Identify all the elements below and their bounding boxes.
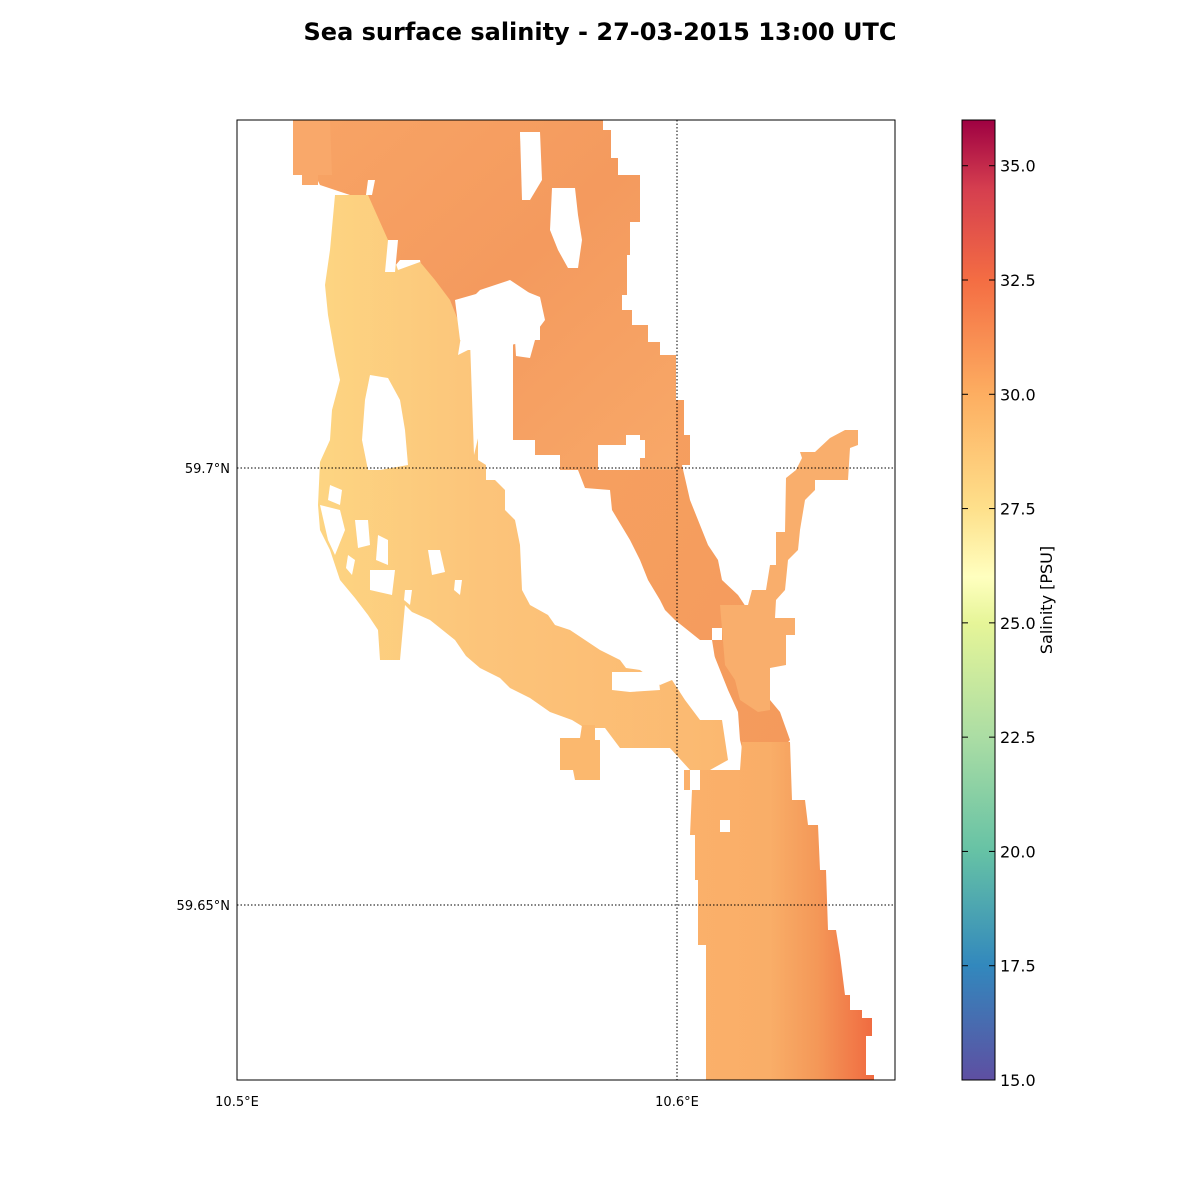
colorbar-tick-label: 25.0 (1000, 614, 1036, 633)
map-title: Sea surface salinity - 27-03-2015 13:00 … (303, 18, 897, 46)
southern-channel-water (684, 742, 874, 1080)
lat-label-59-65: 59.65°N (177, 899, 230, 914)
colorbar-tick-label: 32.5 (1000, 271, 1036, 290)
colorbar-tick-label: 17.5 (1000, 957, 1036, 976)
eastern-inlet-water (720, 430, 858, 712)
colorbar-tick-label: 27.5 (1000, 500, 1036, 519)
western-arm-water (318, 195, 728, 770)
southwest-stub-water (560, 725, 600, 780)
lon-label-10-5: 10.5°E (215, 1095, 259, 1110)
colorbar-tick-label: 22.5 (1000, 728, 1036, 747)
lat-label-59-7: 59.7°N (185, 462, 230, 477)
lon-label-10-6: 10.6°E (655, 1095, 699, 1110)
colorbar-tick-label: 15.0 (1000, 1071, 1036, 1090)
colorbar-label: Salinity [PSU] (1037, 546, 1056, 654)
northern-basin-water (293, 120, 676, 470)
north-lobe-water (293, 120, 332, 185)
land-islands (320, 132, 730, 832)
colorbar: 15.0 17.5 20.0 22.5 25.0 27.5 30.0 32.5 35.0 Sal… (961, 119, 1056, 1090)
salinity-field (293, 120, 874, 1080)
colorbar-tick-label: 20.0 (1000, 842, 1036, 861)
colorbar-tick-label: 35.0 (1000, 157, 1036, 176)
colorbar-tick-label: 30.0 (1000, 385, 1036, 404)
map-frame (236, 119, 896, 1081)
gridlines (237, 120, 895, 1080)
colorbar-gradient (961, 119, 996, 1081)
colorbar-ticks: 15.0 17.5 20.0 22.5 25.0 27.5 30.0 32.5 35.0 (962, 157, 1036, 1090)
